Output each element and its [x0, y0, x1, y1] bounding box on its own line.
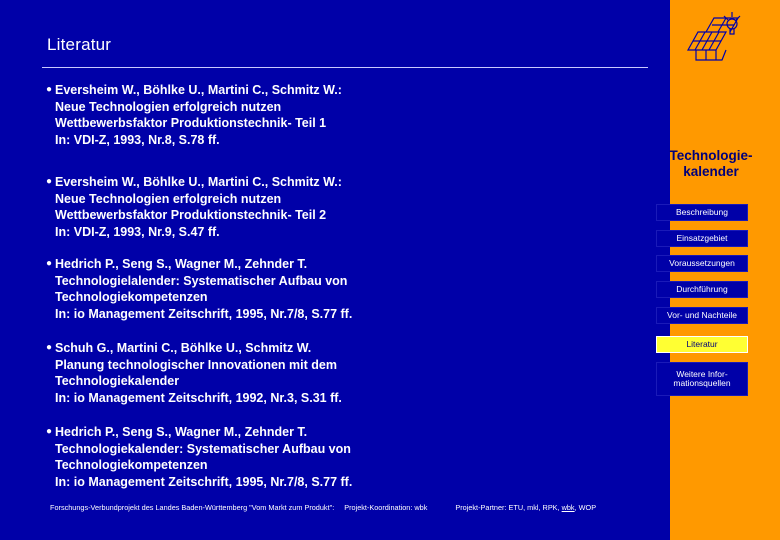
bullet-icon: ● [46, 176, 53, 187]
nav-literatur-button[interactable]: Literatur [656, 336, 748, 353]
reference-line: Wettbewerbsfaktor Produktionstechnik- Te… [55, 208, 327, 222]
nav-durchfuehrung-button[interactable]: Durchführung [656, 281, 748, 298]
nav-einsatzgebiet-button[interactable]: Einsatzgebiet [656, 230, 748, 247]
footer-partners-suffix: , WOP [574, 503, 597, 512]
reference-line: Neue Technologien erfolgreich nutzen [55, 99, 282, 114]
reference-line: In: io Management Zeitschrift, 1995, Nr.… [55, 306, 353, 321]
nav-voraussetzungen-button[interactable]: Voraussetzungen [656, 255, 748, 272]
reference-line: Technologiekalender [55, 374, 180, 388]
reference-line: Technologiekompetenzen [55, 458, 208, 472]
reference-line: Schuh G., Martini C., Böhlke U., Schmitz… [55, 341, 312, 355]
reference-line: Hedrich P., Seng S., Wagner M., Zehnder … [55, 257, 308, 271]
footer-coordination: Projekt-Koordination: wbk [344, 503, 428, 512]
reference-line: Eversheim W., Böhlke U., Martini C., Sch… [55, 175, 342, 189]
reference-line: In: io Management Zeitschrift, 1992, Nr.… [55, 390, 342, 405]
footer: Forschungs-Verbundprojekt des Landes Bad… [50, 503, 596, 512]
reference-line: Technologielalender: Systematischer Aufb… [55, 273, 348, 288]
sidebar-title-line: kalender [683, 164, 739, 179]
reference-line: Technologiekalender: Systematischer Aufb… [55, 441, 351, 456]
bullet-icon: ● [46, 426, 53, 437]
bullet-icon: ● [46, 258, 53, 269]
reference-line: Hedrich P., Seng S., Wagner M., Zehnder … [55, 425, 308, 439]
sidebar-title-line: Technologie- [669, 148, 753, 163]
reference-line: Neue Technologien erfolgreich nutzen [55, 191, 282, 206]
reference-item: ● Schuh G., Martini C., Böhlke U., Schmi… [46, 340, 646, 406]
nav-weitere-informationsquellen-button[interactable]: Weitere Infor- mationsquellen [656, 362, 748, 396]
reference-item: ● Eversheim W., Böhlke U., Martini C., S… [46, 174, 646, 240]
reference-item: ● Hedrich P., Seng S., Wagner M., Zehnde… [46, 256, 646, 322]
nav-vor-und-nachteile-button[interactable]: Vor- und Nachteile [656, 307, 748, 324]
sidebar-title: Technologie- kalender [650, 148, 772, 180]
reference-line: In: io Management Zeitschrift, 1995, Nr.… [55, 474, 353, 489]
reference-line: Wettbewerbsfaktor Produktionstechnik- Te… [55, 116, 327, 130]
nav-label-line: Weitere Infor- [676, 369, 728, 379]
reference-line: Technologiekompetenzen [55, 290, 208, 304]
reference-item: ● Hedrich P., Seng S., Wagner M., Zehnde… [46, 424, 646, 490]
reference-line: Planung technologischer Innovationen mit… [55, 357, 337, 372]
reference-line: Eversheim W., Böhlke U., Martini C., Sch… [55, 83, 342, 97]
bullet-icon: ● [46, 342, 53, 353]
bullet-icon: ● [46, 84, 53, 95]
reference-line: In: VDI-Z, 1993, Nr.8, S.78 ff. [55, 132, 220, 147]
technology-calendar-logo-icon [686, 12, 741, 61]
footer-project: Forschungs-Verbundprojekt des Landes Bad… [50, 503, 335, 512]
footer-partners-prefix: Projekt-Partner: ETU, mkl, RPK, [455, 503, 562, 512]
title-divider [42, 67, 648, 68]
reference-line: In: VDI-Z, 1993, Nr.9, S.47 ff. [55, 224, 220, 239]
nav-beschreibung-button[interactable]: Beschreibung [656, 204, 748, 221]
page-title: Literatur [47, 35, 112, 54]
footer-partners-wbk-link[interactable]: wbk [561, 503, 575, 512]
reference-item: ● Eversheim W., Böhlke U., Martini C., S… [46, 82, 646, 148]
nav-label-line: mationsquellen [673, 378, 731, 388]
